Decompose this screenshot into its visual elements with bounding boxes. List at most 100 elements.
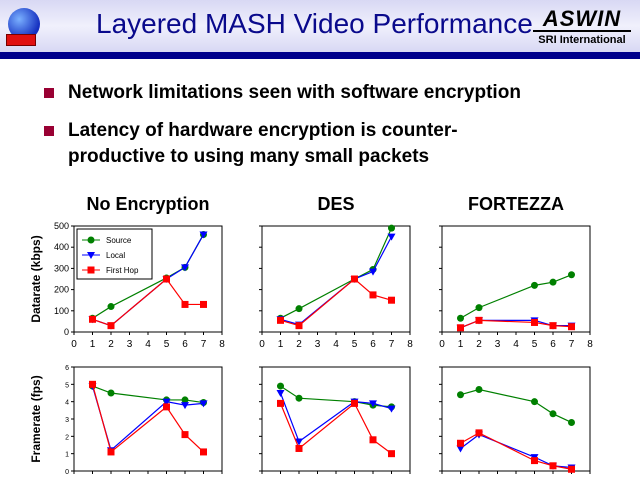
x-tick-label: 5: [352, 339, 358, 350]
local-marker: [387, 233, 396, 241]
first-hop-marker: [531, 457, 538, 465]
first-hop-marker: [531, 318, 538, 326]
x-tick-label: 7: [389, 339, 395, 350]
source-marker: [549, 410, 557, 418]
legend-label: Local: [106, 251, 125, 260]
plot-frame: [73, 366, 223, 472]
local-marker: [199, 231, 208, 239]
y-tick-label: 0: [64, 327, 69, 337]
local-marker: [276, 390, 285, 397]
x-tick-label: 8: [219, 339, 225, 350]
local-marker: [181, 402, 189, 410]
x-tick-label: 1: [278, 339, 284, 350]
first-hop-marker: [369, 436, 377, 444]
y-tick-label: 6: [65, 365, 69, 372]
legend-label: First Hop: [106, 266, 139, 275]
first-hop-marker: [388, 296, 395, 304]
source-marker: [475, 386, 483, 394]
x-tick-label: 2: [476, 339, 482, 350]
source-marker: [531, 281, 538, 289]
y-axis-label: Datarate (kbps): [29, 235, 43, 322]
chart-title-des: DES: [317, 194, 355, 214]
series-line-source: [280, 227, 393, 319]
x-tick-label: 8: [587, 339, 593, 350]
series-line-source: [460, 388, 572, 424]
first-hop-marker: [295, 444, 303, 452]
first-hop-marker: [568, 465, 575, 473]
bullet-icon: [44, 126, 54, 136]
local-marker: [369, 268, 377, 276]
series-line-first-hop: [280, 278, 392, 327]
x-tick-label: 4: [145, 339, 151, 350]
first-hop-marker: [87, 266, 95, 274]
first-hop-marker: [277, 316, 284, 324]
local-marker: [199, 400, 208, 408]
local-marker: [87, 252, 95, 259]
x-tick-label: 3: [495, 339, 501, 350]
chart-title-no-encryption: No Encryption: [86, 194, 210, 214]
first-hop-marker: [369, 291, 377, 299]
source-marker: [457, 314, 464, 322]
first-hop-marker: [181, 431, 189, 439]
local-marker: [181, 264, 189, 272]
x-tick-label: 5: [532, 339, 538, 350]
local-marker: [295, 438, 303, 446]
first-hop-marker: [163, 275, 170, 283]
source-marker: [107, 389, 115, 397]
local-marker: [369, 400, 377, 408]
x-tick-label: 7: [569, 339, 575, 350]
bullet-icon: [44, 88, 54, 98]
y-tick-label: 0: [65, 469, 69, 476]
logo-main: ASWIN: [533, 8, 631, 32]
x-tick-label: 0: [259, 339, 265, 350]
cart-logo-icon: [6, 34, 36, 46]
local-marker: [387, 405, 396, 413]
first-hop-marker: [568, 323, 575, 331]
x-tick-label: 2: [296, 339, 302, 350]
first-hop-marker: [200, 448, 207, 456]
source-marker: [295, 394, 303, 402]
first-hop-marker: [549, 322, 557, 330]
first-hop-marker: [457, 324, 464, 332]
x-tick-label: 7: [201, 339, 207, 350]
y-tick-label: 500: [54, 221, 69, 231]
x-tick-label: 4: [513, 339, 519, 350]
source-marker: [549, 278, 557, 286]
x-tick-label: 1: [458, 339, 464, 350]
y-tick-label: 3: [65, 417, 69, 424]
y-tick-label: 1: [65, 452, 69, 459]
slide-title: Layered MASH Video Performance: [96, 8, 533, 39]
y-tick-label: 200: [54, 285, 69, 295]
first-hop-marker: [163, 403, 170, 411]
legend-label: Source: [106, 236, 132, 245]
source-marker: [388, 224, 395, 232]
first-hop-marker: [200, 300, 207, 308]
x-tick-label: 0: [439, 339, 445, 350]
y-tick-label: 5: [65, 382, 69, 389]
first-hop-marker: [277, 399, 284, 407]
first-hop-marker: [475, 316, 483, 324]
x-tick-label: 4: [333, 339, 339, 350]
header-rule: [0, 52, 640, 59]
source-marker: [457, 391, 464, 399]
source-marker: [87, 236, 95, 244]
source-marker: [475, 304, 483, 312]
x-tick-label: 1: [90, 339, 96, 350]
y-tick-label: 300: [54, 263, 69, 273]
x-tick-label: 5: [164, 339, 170, 350]
source-marker: [277, 382, 284, 390]
first-hop-marker: [107, 448, 115, 456]
logo-sub: SRI International: [538, 34, 626, 46]
y-tick-label: 100: [54, 306, 69, 316]
x-tick-label: 8: [407, 339, 413, 350]
first-hop-marker: [351, 399, 358, 407]
source-marker: [568, 418, 575, 426]
local-marker: [456, 445, 465, 453]
source-marker: [181, 396, 189, 404]
source-marker: [531, 398, 538, 406]
y-tick-label: 2: [65, 434, 69, 441]
x-tick-label: 3: [127, 339, 133, 350]
source-marker: [107, 303, 115, 311]
y-tick-label: 4: [65, 400, 69, 407]
